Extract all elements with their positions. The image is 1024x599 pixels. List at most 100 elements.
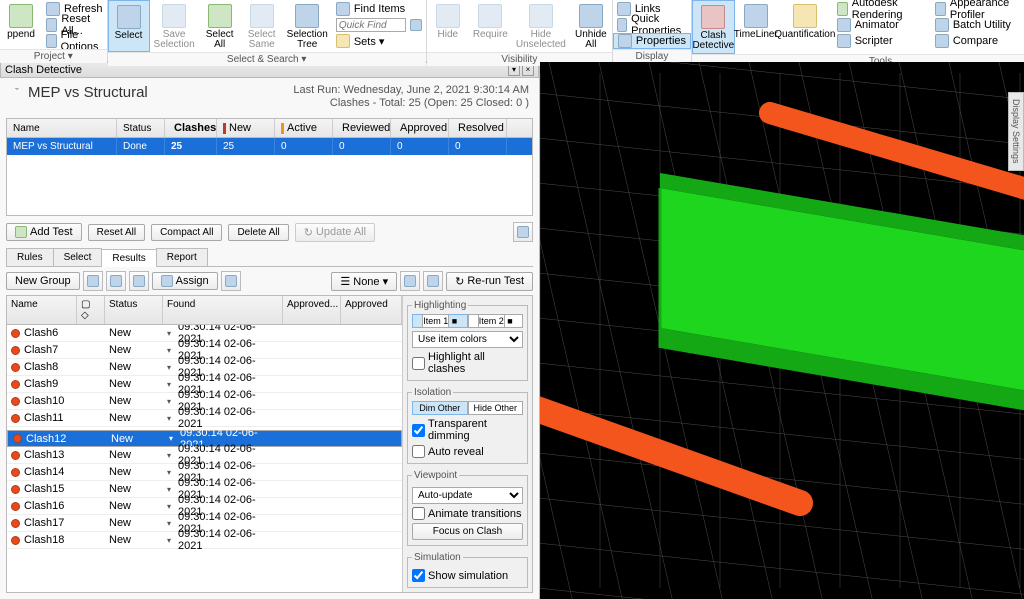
properties-button[interactable]: Properties (613, 33, 691, 49)
item2-toggle[interactable]: Item 2 ■ (468, 314, 524, 328)
unhide-all-button[interactable]: UnhideAll (570, 0, 612, 52)
quantification-button[interactable]: Quantification (777, 0, 833, 54)
col-active[interactable]: Active (275, 119, 333, 137)
tests-table: Name Status Clashes New Active Reviewed … (6, 118, 533, 216)
tests-actions: Add Test Reset All Compact All Delete Al… (6, 222, 533, 242)
batch-utility-button[interactable]: Batch Utility (931, 17, 1024, 33)
hide-other-toggle[interactable]: Hide Other (468, 401, 524, 415)
dim-other-toggle[interactable]: Dim Other (412, 401, 468, 415)
tab-select[interactable]: Select (53, 248, 103, 266)
group-icon[interactable] (83, 271, 103, 291)
require-icon (478, 4, 502, 28)
transparent-check[interactable]: Transparent dimming (412, 418, 523, 442)
file-options-button[interactable]: File Options (42, 33, 107, 49)
status-dot-icon (11, 363, 20, 372)
autodesk-rendering-button[interactable]: Autodesk Rendering (833, 1, 931, 17)
viewpoint-group: Viewpoint Auto-update Animate transition… (407, 470, 528, 546)
quantification-icon (793, 4, 817, 28)
explode-icon[interactable] (129, 271, 149, 291)
test-row[interactable]: MEP vs Structural Done 25 25 0 0 0 0 (7, 138, 532, 155)
require-button[interactable]: Require (469, 0, 512, 52)
properties-icon (618, 34, 632, 48)
quick-properties-button[interactable]: Quick Properties (613, 17, 691, 33)
col-reviewed[interactable]: Reviewed (333, 119, 391, 137)
animator-icon (837, 18, 851, 32)
group-label[interactable]: Project ▾ (0, 49, 107, 63)
hide-icon (436, 4, 460, 28)
quick-find-input[interactable] (336, 18, 406, 32)
appearance-profiler-button[interactable]: Appearance Profiler (931, 1, 1024, 17)
col-resolved[interactable]: Resolved (449, 119, 507, 137)
timeliner-button[interactable]: TimeLiner (735, 0, 777, 54)
append-button[interactable]: ppend (0, 0, 42, 49)
show-sim-check[interactable]: Show simulation (412, 569, 523, 582)
group-label[interactable]: Select & Search ▾ (108, 52, 426, 66)
compare-button[interactable]: Compare (931, 33, 1024, 49)
hide-unselected-button[interactable]: HideUnselected (512, 0, 570, 52)
focus-clash-button[interactable]: Focus on Clash (412, 523, 523, 540)
rerun-button[interactable]: ↻ Re-run Test (446, 272, 533, 291)
new-group-button[interactable]: New Group (6, 272, 80, 290)
results-toolbar: New Group Assign ☰ None ▾ ↻ Re-run Test (6, 271, 533, 291)
find-items-button[interactable]: Find Items (332, 1, 426, 17)
collapse-icon[interactable]: ˇ (10, 87, 24, 99)
simulation-group: Simulation Show simulation (407, 552, 528, 588)
col-clashes[interactable]: Clashes (165, 119, 217, 137)
prev-clash-icon[interactable] (400, 271, 420, 291)
tab-rules[interactable]: Rules (6, 248, 54, 266)
filter-none-button[interactable]: ☰ None ▾ (331, 272, 397, 291)
tab-results[interactable]: Results (101, 249, 156, 267)
col-name[interactable]: Name (7, 119, 117, 137)
save-selection-button[interactable]: SaveSelection (150, 0, 199, 52)
animator-button[interactable]: Animator (833, 17, 931, 33)
col-approved[interactable]: Approved (391, 119, 449, 137)
next-clash-icon[interactable] (423, 271, 443, 291)
item1-toggle[interactable]: Item 1 ■ (412, 314, 468, 328)
hide-button[interactable]: Hide (427, 0, 469, 52)
update-all-button[interactable]: ↻ Update All (295, 223, 375, 242)
sets-button[interactable]: Sets ▾ (332, 33, 426, 49)
assign-button[interactable]: Assign (152, 272, 218, 290)
highlighting-group: Highlighting Item 1 ■ Item 2 ■ Use item … (407, 300, 528, 381)
reset-all-button[interactable]: Reset All (88, 224, 145, 241)
dropdown-icon[interactable]: ▾ (167, 536, 171, 545)
select-button[interactable]: Select (108, 0, 150, 52)
add-test-button[interactable]: Add Test (6, 223, 82, 241)
tab-report[interactable]: Report (156, 248, 208, 266)
autodesk-rendering-icon (837, 2, 848, 16)
reset-all-icon (46, 18, 57, 32)
links-icon (617, 2, 631, 16)
refresh-icon (46, 2, 60, 16)
highlight-all-check[interactable]: Highlight all clashes (412, 351, 523, 375)
group-label[interactable]: Display (613, 49, 691, 63)
display-settings-tab[interactable]: Display Settings (1008, 92, 1024, 171)
col-new[interactable]: New (217, 119, 275, 137)
compare-icon (935, 34, 949, 48)
compact-all-button[interactable]: Compact All (151, 224, 222, 241)
delete-all-button[interactable]: Delete All (228, 224, 288, 241)
col-status[interactable]: Status (117, 119, 165, 137)
clash-detective-button[interactable]: ClashDetective (692, 0, 735, 54)
ribbon: ppendRefreshReset All...File OptionsProj… (0, 0, 1024, 62)
unassign-icon[interactable] (221, 271, 241, 291)
select-all-button[interactable]: SelectAll (199, 0, 241, 52)
viewpoint-mode-select[interactable]: Auto-update (412, 487, 523, 504)
selection-tree-button[interactable]: SelectionTree (283, 0, 332, 52)
file-options-icon (46, 34, 57, 48)
color-mode-select[interactable]: Use item colors (412, 331, 523, 348)
auto-reveal-check[interactable]: Auto reveal (412, 445, 523, 458)
animate-check[interactable]: Animate transitions (412, 507, 523, 520)
ungroup-icon[interactable] (106, 271, 126, 291)
clash-row[interactable]: Clash11New▾09:30:14 02-06-2021 (7, 410, 402, 427)
search-icon[interactable] (410, 19, 422, 31)
viewport-3d[interactable]: Display Settings (540, 62, 1024, 599)
select-same-button[interactable]: SelectSame (241, 0, 283, 52)
timeliner-icon (744, 4, 768, 28)
scripter-button[interactable]: Scripter (833, 33, 931, 49)
selection-tree-icon (295, 4, 319, 28)
status-dot-icon (11, 451, 20, 460)
clash-row[interactable]: Clash18New▾09:30:14 02-06-2021 (7, 532, 402, 549)
subtabs: RulesSelectResultsReport (6, 248, 533, 267)
export-button[interactable] (513, 222, 533, 242)
dropdown-icon[interactable]: ▾ (167, 414, 171, 423)
